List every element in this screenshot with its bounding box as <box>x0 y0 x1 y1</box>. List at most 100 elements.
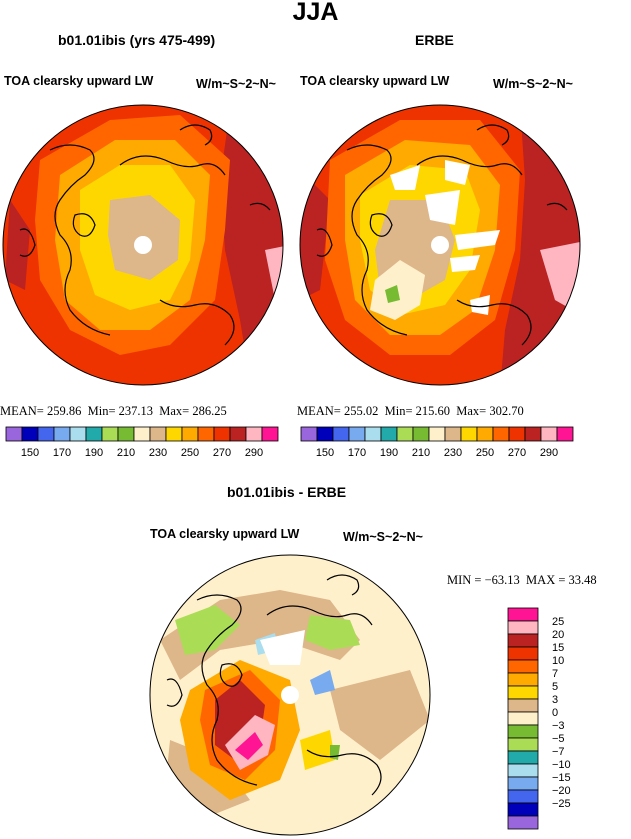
obs-colorbar-tick-label: 290 <box>540 447 558 459</box>
model-colorbar-tick-label: 270 <box>213 447 231 459</box>
obs-colorbar-tick-label: 190 <box>380 447 398 459</box>
diff-min-value: −63.13 <box>484 573 520 587</box>
model-max-label: Max= <box>159 404 190 418</box>
diff-colorbar-tick-label: −25 <box>552 798 571 810</box>
diff-colorbar-box-11 <box>507 750 539 765</box>
diff-min-label: MIN = <box>447 573 482 587</box>
model-colorbar-box-9 <box>149 426 167 442</box>
diff-colorbar-tick-label: 0 <box>552 707 558 719</box>
diff-max-value: 33.48 <box>568 573 597 587</box>
diff-colorbar-box-5 <box>507 672 539 687</box>
obs-map-border <box>299 104 581 386</box>
model-colorbar-box-2 <box>37 426 55 442</box>
model-mean-label: MEAN= <box>0 404 44 418</box>
obs-colorbar-tick-label: 270 <box>508 447 526 459</box>
obs-colorbar-tick-label: 170 <box>348 447 366 459</box>
model-colorbar: 150 170 190 210 230 250 270 290 <box>5 426 279 459</box>
diff-colorbar-box-15 <box>507 802 539 817</box>
diff-colorbar-tick-label: −3 <box>552 720 565 732</box>
diff-units-label: W/m~S~2~N~ <box>343 530 423 544</box>
model-min-value: 237.13 <box>118 404 153 418</box>
model-colorbar-box-5 <box>85 426 103 442</box>
diff-colorbar-box-4 <box>507 659 539 674</box>
model-colorbar-box-15 <box>245 426 263 442</box>
obs-colorbar-box-14 <box>524 426 542 442</box>
obs-mean-label: MEAN= <box>297 404 341 418</box>
model-colorbar-box-13 <box>213 426 231 442</box>
obs-colorbar-box-6 <box>396 426 414 442</box>
model-panel-title: b01.01ibis (yrs 475-499) <box>58 32 216 48</box>
model-colorbar-box-10 <box>165 426 183 442</box>
obs-colorbar-box-1 <box>316 426 334 442</box>
model-variable-label: TOA clearsky upward LW <box>4 74 154 88</box>
diff-colorbar-tick-label: −10 <box>552 759 571 771</box>
model-colorbar-box-12 <box>197 426 215 442</box>
diff-colorbar-tick-label: 10 <box>552 655 564 667</box>
diff-colorbar-tick-label: −5 <box>552 733 565 745</box>
obs-min-value: 215.60 <box>415 404 450 418</box>
obs-colorbar-tick-label: 230 <box>444 447 462 459</box>
model-colorbar-tick-label: 150 <box>21 447 39 459</box>
model-colorbar-box-16 <box>261 426 279 442</box>
diff-colorbar-box-16 <box>507 815 539 830</box>
diff-colorbar-box-0 <box>507 607 539 622</box>
diff-colorbar-tick-label: 7 <box>552 668 558 680</box>
diff-colorbar-tick-label: 3 <box>552 694 558 706</box>
diff-colorbar-box-7 <box>507 698 539 713</box>
diff-colorbar-box-12 <box>507 763 539 778</box>
obs-colorbar-tick-label: 250 <box>476 447 494 459</box>
obs-polar-map <box>300 105 580 385</box>
obs-colorbar-box-9 <box>444 426 462 442</box>
diff-max-label: MAX = <box>526 573 566 587</box>
model-colorbar-box-6 <box>101 426 119 442</box>
obs-colorbar-box-5 <box>380 426 398 442</box>
obs-max-label: Max= <box>456 404 487 418</box>
diff-colorbar-box-3 <box>507 646 539 661</box>
model-max-value: 286.25 <box>192 404 227 418</box>
model-colorbar-box-7 <box>117 426 135 442</box>
model-polar-map <box>3 105 283 385</box>
diff-colorbar-box-1 <box>507 620 539 635</box>
diff-polar-map <box>150 555 430 835</box>
model-colorbar-box-3 <box>53 426 71 442</box>
model-colorbar-box-14 <box>229 426 247 442</box>
obs-colorbar-box-0 <box>300 426 318 442</box>
model-colorbar-tick-label: 250 <box>181 447 199 459</box>
obs-colorbar-box-3 <box>348 426 366 442</box>
obs-units-label: W/m~S~2~N~ <box>493 77 573 91</box>
obs-colorbar-box-13 <box>508 426 526 442</box>
model-colorbar-box-11 <box>181 426 199 442</box>
diff-colorbar-box-8 <box>507 711 539 726</box>
model-mean-value: 259.86 <box>46 404 82 418</box>
model-colorbar-tick-label: 170 <box>53 447 71 459</box>
obs-panel-title: ERBE <box>415 32 454 48</box>
model-colorbar-box-4 <box>69 426 87 442</box>
obs-min-label: Min= <box>384 404 413 418</box>
model-colorbar-tick-label: 230 <box>149 447 167 459</box>
obs-stats: MEAN= 255.02 Min= 215.60 Max= 302.70 <box>297 404 524 419</box>
obs-mean-value: 255.02 <box>343 404 379 418</box>
diff-colorbar-tick-label: 20 <box>552 629 564 641</box>
diff-map-border <box>149 554 431 836</box>
obs-colorbar-box-12 <box>492 426 510 442</box>
diff-panel-title: b01.01ibis - ERBE <box>227 484 347 500</box>
obs-colorbar-box-15 <box>540 426 558 442</box>
model-colorbar-tick-label: 290 <box>245 447 263 459</box>
model-units-label: W/m~S~2~N~ <box>196 77 276 91</box>
obs-colorbar-box-16 <box>556 426 574 442</box>
obs-colorbar-box-10 <box>460 426 478 442</box>
diff-colorbar-tick-label: 25 <box>552 616 564 628</box>
model-colorbar-tick-label: 190 <box>85 447 103 459</box>
obs-colorbar-tick-label: 150 <box>316 447 334 459</box>
obs-colorbar-box-4 <box>364 426 382 442</box>
figure-title: JJA <box>292 0 339 26</box>
diff-colorbar-box-13 <box>507 776 539 791</box>
diff-colorbar-box-14 <box>507 789 539 804</box>
model-colorbar-box-8 <box>133 426 151 442</box>
obs-variable-label: TOA clearsky upward LW <box>300 74 450 88</box>
diff-colorbar-tick-label: −15 <box>552 772 571 784</box>
model-colorbar-tick-label: 210 <box>117 447 135 459</box>
obs-colorbar-box-7 <box>412 426 430 442</box>
diff-colorbar-box-2 <box>507 633 539 648</box>
